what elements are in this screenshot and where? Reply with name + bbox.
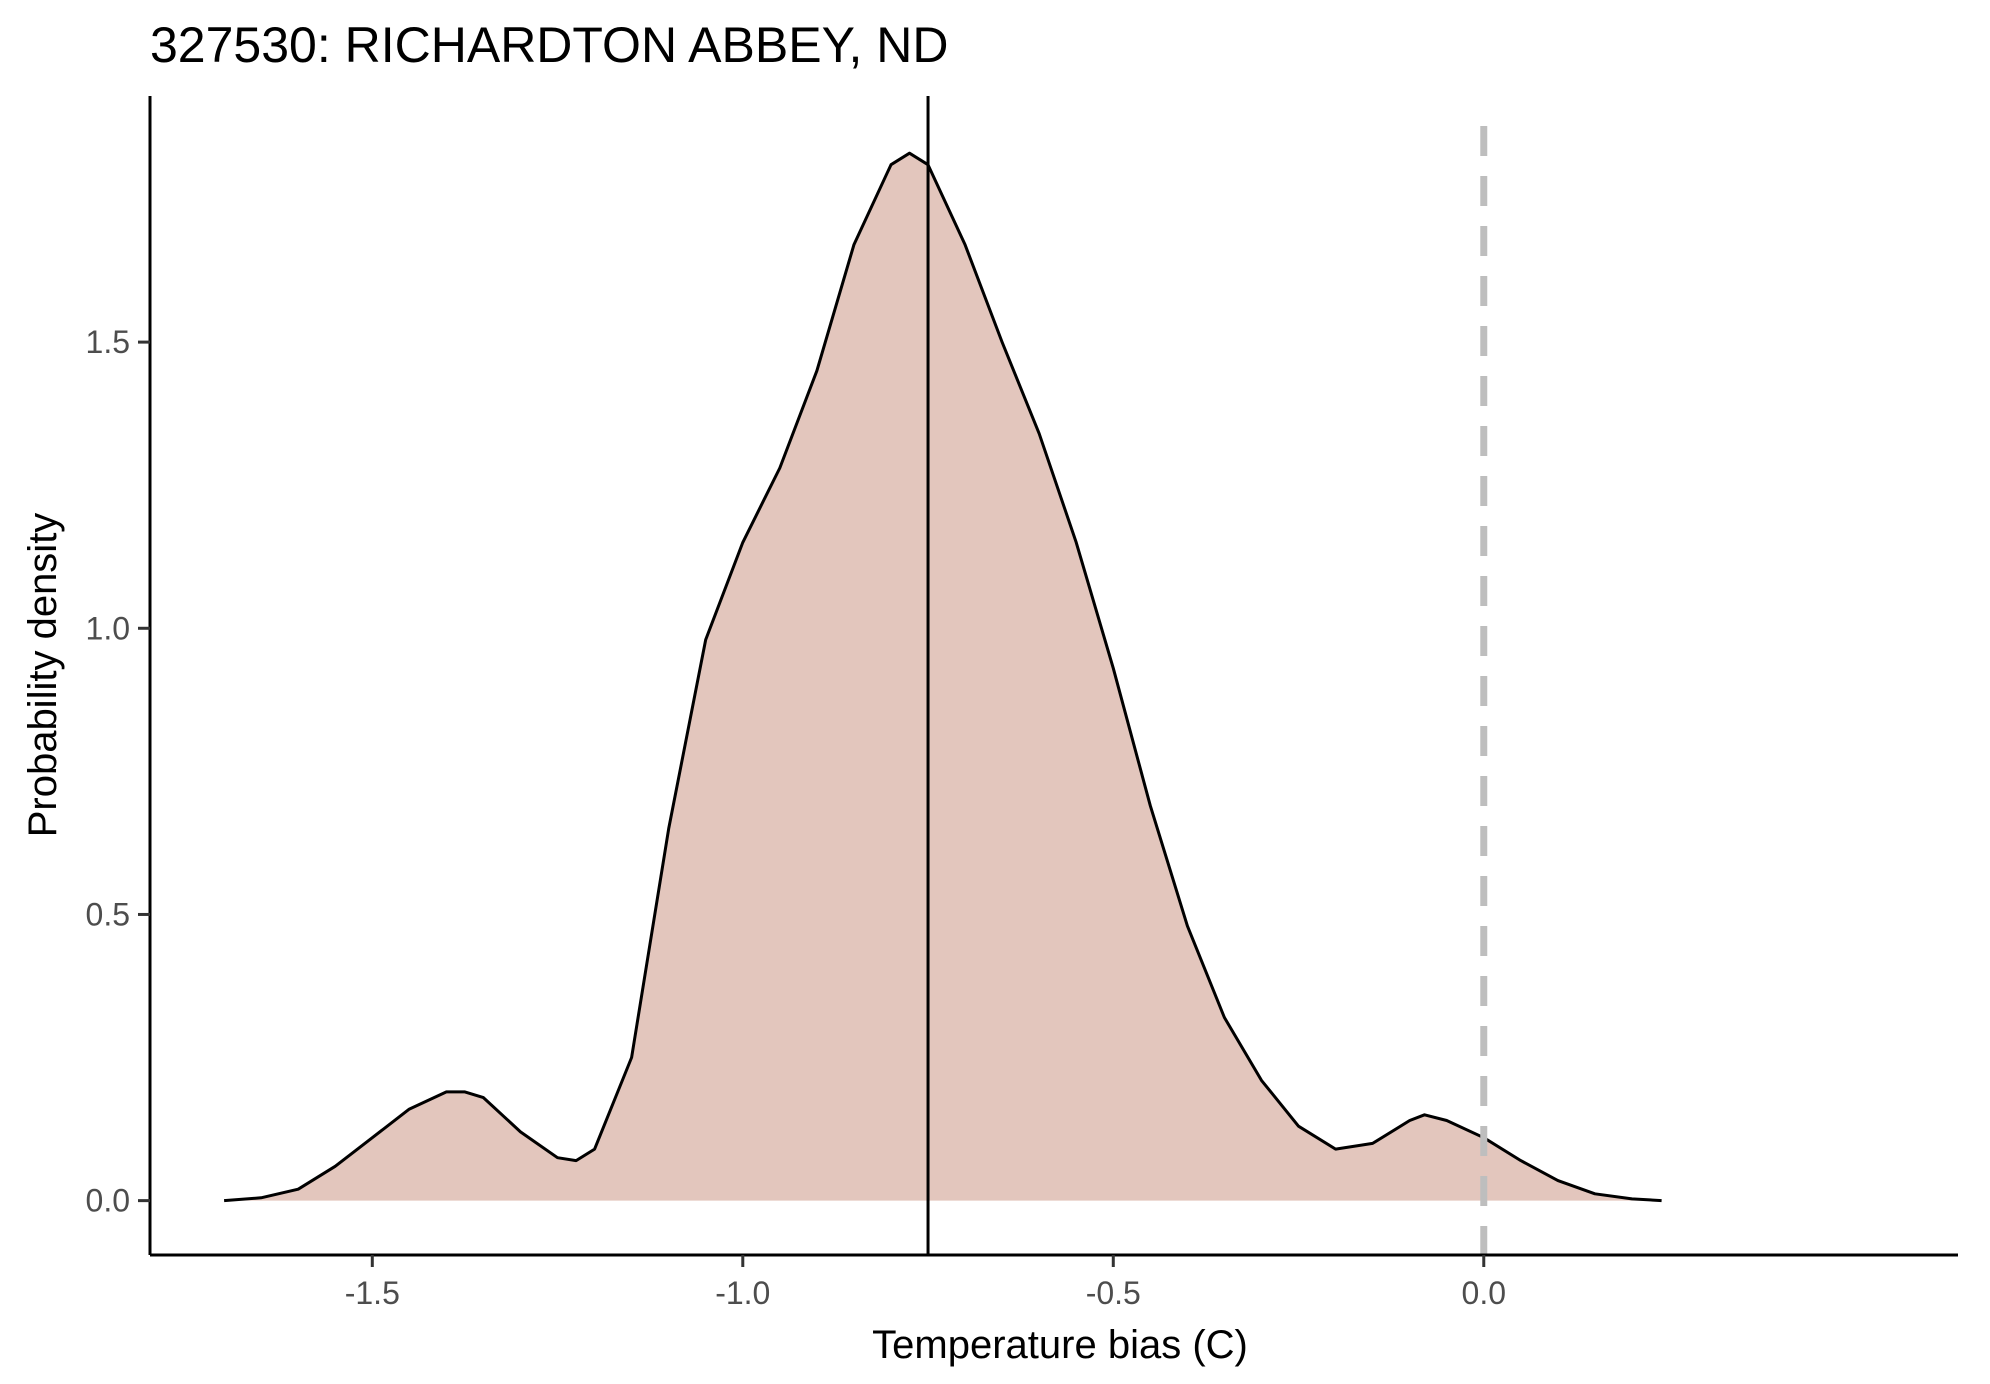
density-line — [223, 151, 1662, 1203]
y-tick-label: 0.0 — [86, 1183, 130, 1219]
x-axis-ticks: -1.5 -1.0 -0.5 0.0 — [345, 1255, 1506, 1311]
density-area — [224, 153, 1662, 1201]
reference-lines — [926, 96, 1488, 1255]
x-tick-label: 0.0 — [1462, 1275, 1506, 1311]
x-axis-title: Temperature bias (C) — [872, 1323, 1248, 1367]
y-tick-label: 1.5 — [86, 324, 130, 360]
y-axis-title: Probability density — [21, 513, 65, 838]
y-tick-label: 0.5 — [86, 896, 130, 932]
chart-title: 327530: RICHARDTON ABBEY, ND — [150, 17, 949, 73]
x-tick-label: -0.5 — [1086, 1275, 1141, 1311]
x-tick-label: -1.5 — [345, 1275, 400, 1311]
y-axis-ticks: 0.0 0.5 1.0 1.5 — [86, 324, 150, 1219]
y-tick-label: 1.0 — [86, 610, 130, 646]
x-tick-label: -1.0 — [715, 1275, 770, 1311]
